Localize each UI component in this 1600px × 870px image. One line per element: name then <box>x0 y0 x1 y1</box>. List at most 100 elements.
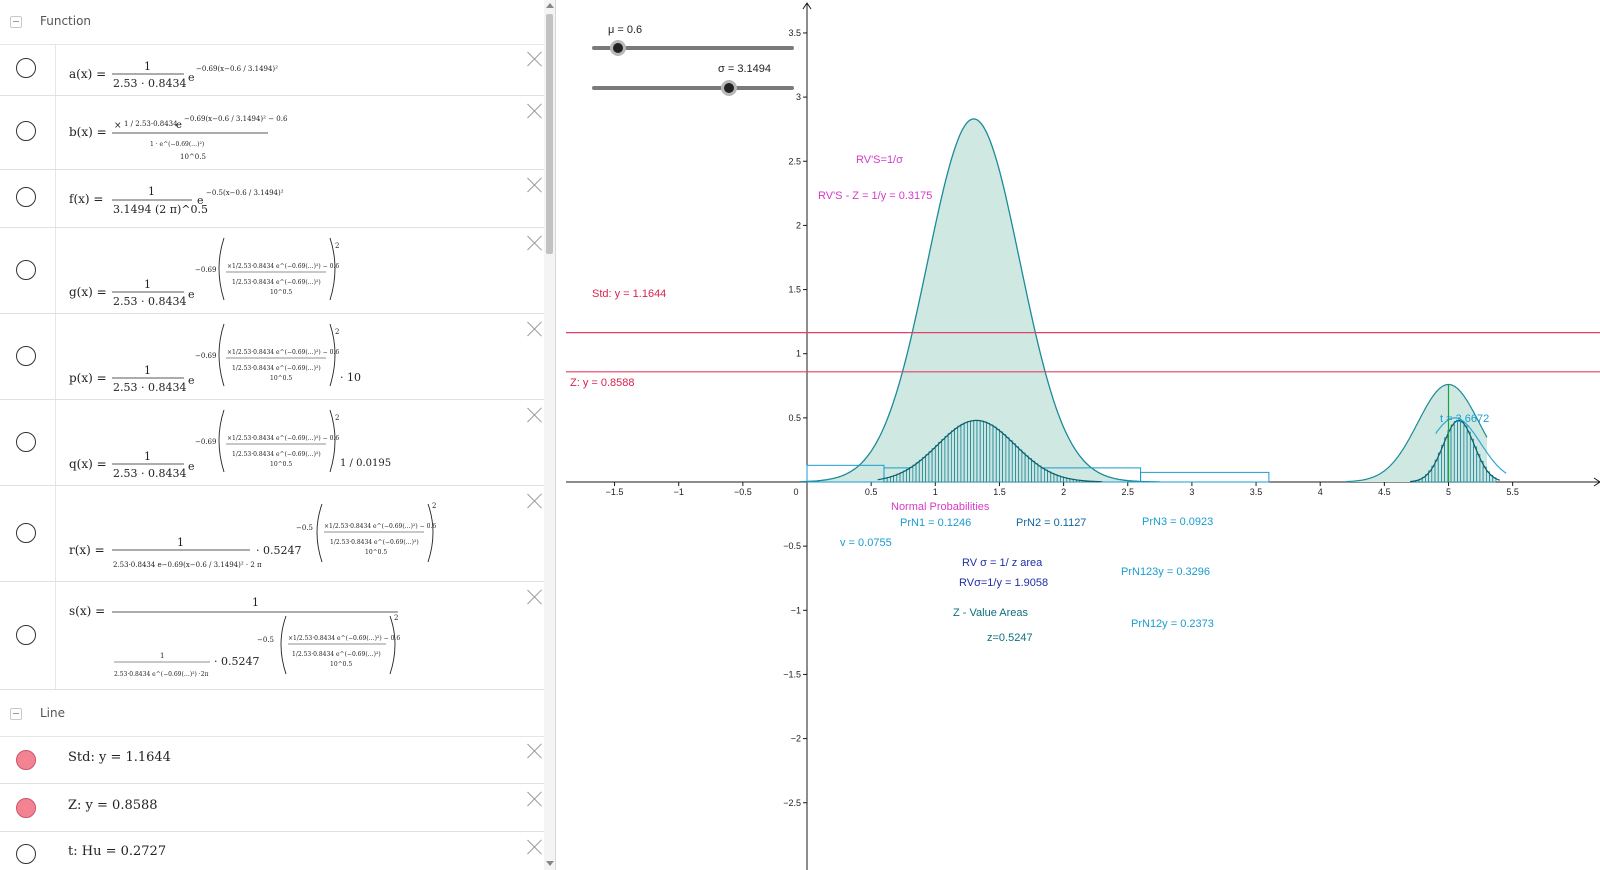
histogram-bar <box>1050 472 1055 483</box>
slider-sigma[interactable]: σ = 3.1494 <box>592 63 794 96</box>
small-normal-curve[interactable] <box>877 419 1103 483</box>
label-z[interactable]: Z: y = 0.8588 <box>570 377 635 389</box>
algebra-row-p[interactable]: p(x) = 1 2.53 · 0.8434 e −0.69 ×1/2.53·0… <box>0 314 555 400</box>
svg-text:1/2.53·0.8434 e^(−0.69(…)²): 1/2.53·0.8434 e^(−0.69(…)²) <box>330 539 419 546</box>
delete-icon[interactable] <box>526 838 544 856</box>
visibility-toggle[interactable] <box>16 750 36 770</box>
slider-mu[interactable]: μ = 0.6 <box>592 24 794 56</box>
histogram-bar <box>1027 458 1032 483</box>
svg-text:×1/2.53·0.8434 e^(−0.69(…)²) −: ×1/2.53·0.8434 e^(−0.69(…)²) − 0.6 <box>288 635 400 642</box>
algebra-row-z[interactable]: Z: y = 0.8588 <box>0 784 555 832</box>
right-shifted-curve[interactable] <box>1435 417 1507 474</box>
histogram-bar <box>1005 437 1010 483</box>
visibility-toggle[interactable] <box>16 121 36 141</box>
label-prn3[interactable]: PrN3 = 0.0923 <box>1142 516 1213 528</box>
algebra-row-s[interactable]: s(x) = 1 1 2.53·0.8434 e^(−0.69(…)²) ·2π… <box>0 582 555 690</box>
x-tick-label: 5 <box>1446 487 1451 497</box>
histogram-bar <box>906 468 910 483</box>
histogram-bars-right[interactable] <box>1412 420 1497 483</box>
delete-icon[interactable] <box>526 588 544 606</box>
label-prn12y[interactable]: PrN12y = 0.2373 <box>1131 618 1214 630</box>
svg-text:10^0.5: 10^0.5 <box>270 375 292 382</box>
line-definition: Std: y = 1.1644 <box>68 750 171 765</box>
label-normal-probabilities[interactable]: Normal Probabilities <box>891 501 990 513</box>
svg-text:10^0.5: 10^0.5 <box>365 549 387 556</box>
label-z-value[interactable]: z=0.5247 <box>987 632 1033 644</box>
histogram-bar <box>902 470 907 483</box>
scroll-thumb[interactable] <box>546 14 553 254</box>
label-z-value-areas[interactable]: Z - Value Areas <box>953 607 1028 619</box>
big-normal-area[interactable] <box>807 118 1160 483</box>
delete-icon[interactable] <box>526 50 544 68</box>
slider-knob[interactable] <box>613 43 623 53</box>
visibility-toggle[interactable] <box>16 798 36 818</box>
y-tick-label: −2 <box>791 734 801 744</box>
algebra-row-g[interactable]: g(x) = 1 2.53 · 0.8434 e −0.69 ×1/2.53·0… <box>0 228 555 314</box>
y-tick-label: 1.5 <box>788 285 801 295</box>
label-prn2[interactable]: PrN2 = 0.1127 <box>1016 517 1086 529</box>
right-normal-curve[interactable] <box>1345 383 1488 483</box>
algebra-row-r[interactable]: r(x) = 1 2.53·0.8434 e−0.69(x−0.6 / 3.14… <box>0 486 555 582</box>
delete-icon[interactable] <box>526 102 544 120</box>
delete-icon[interactable] <box>526 790 544 808</box>
label-rvs-z[interactable]: RV'S - Z = 1/y = 0.3175 <box>818 190 932 202</box>
histogram-bar <box>944 436 949 483</box>
small-normal-curve-right[interactable] <box>1410 419 1500 483</box>
function-name: r(x) = <box>69 543 105 557</box>
svg-text:2: 2 <box>335 328 339 336</box>
algebra-row-t[interactable]: t: Hu = 0.2727 <box>0 832 555 870</box>
delete-icon[interactable] <box>526 320 544 338</box>
visibility-toggle[interactable] <box>16 187 36 207</box>
label-rv-sigma[interactable]: RV σ = 1/ z area <box>962 557 1043 569</box>
scroll-down-icon[interactable] <box>546 861 554 866</box>
slider-knob[interactable] <box>724 83 734 93</box>
svg-text:e: e <box>197 194 204 207</box>
histogram-bar <box>950 430 955 483</box>
row-divider <box>55 44 56 95</box>
visibility-toggle[interactable] <box>16 844 36 864</box>
visibility-toggle[interactable] <box>16 625 36 645</box>
algebra-row-std[interactable]: Std: y = 1.1644 <box>0 736 555 784</box>
visibility-toggle[interactable] <box>16 523 36 543</box>
delete-icon[interactable] <box>526 742 544 760</box>
graphics-view[interactable]: −1.5 −1 −0.5 0 0.5 1 1.5 2 2.5 3 3.5 4 4.5 5 5.5 0.5 1 1… <box>566 0 1600 870</box>
algebra-row-a[interactable]: a(x) = 1 2.53 · 0.8434 e −0.69(x−0.6 / 3… <box>0 44 555 96</box>
histogram-bar <box>1457 420 1462 483</box>
collapse-icon[interactable] <box>10 16 22 28</box>
label-t[interactable]: t = 3.6672 <box>1440 413 1489 425</box>
delete-icon[interactable] <box>526 492 544 510</box>
group-header-function[interactable]: Function <box>0 0 555 45</box>
visibility-toggle[interactable] <box>16 346 36 366</box>
delete-icon[interactable] <box>526 234 544 252</box>
label-rv-sigma-y[interactable]: RVσ=1/y = 1.9058 <box>959 577 1048 589</box>
big-normal-curve[interactable] <box>800 118 1160 483</box>
x-tick-label: 4.5 <box>1378 487 1391 497</box>
label-std[interactable]: Std: y = 1.1644 <box>592 288 666 300</box>
histogram-bar <box>922 457 927 483</box>
label-prn123y[interactable]: PrN123y = 0.3296 <box>1121 566 1210 578</box>
algebra-row-q[interactable]: q(x) = 1 2.53 · 0.8434 e −0.69 ×1/2.53·0… <box>0 400 555 486</box>
svg-text:1: 1 <box>144 278 151 291</box>
svg-text:e: e <box>188 374 195 387</box>
delete-icon[interactable] <box>526 406 544 424</box>
inner-fraction: 1 / 2.53·0.8434 <box>124 120 178 128</box>
label-rvs[interactable]: RV'S=1/σ <box>856 154 903 166</box>
histogram-bar <box>938 442 943 483</box>
algebra-row-f[interactable]: f(x) = 1 3.1494 (2 π)^0.5 e −0.5(x−0.6 /… <box>0 170 555 228</box>
histogram-bar <box>909 466 914 483</box>
scroll-up-icon[interactable] <box>546 3 554 8</box>
scrollbar[interactable] <box>544 0 555 870</box>
visibility-toggle[interactable] <box>16 58 36 78</box>
label-prn1[interactable]: PrN1 = 0.1246 <box>900 517 971 529</box>
histogram-bar <box>1463 425 1468 483</box>
label-v[interactable]: v = 0.0755 <box>840 537 892 549</box>
group-header-line[interactable]: Line <box>0 692 555 737</box>
collapse-icon[interactable] <box>10 708 22 720</box>
row-divider <box>55 314 56 399</box>
visibility-toggle[interactable] <box>16 260 36 280</box>
algebra-row-b[interactable]: b(x) = × 1 / 2.53·0.8434 e −0.69(x−0.6 /… <box>0 96 555 170</box>
visibility-toggle[interactable] <box>16 432 36 452</box>
y-tick-label: −1 <box>791 605 801 615</box>
delete-icon[interactable] <box>526 176 544 194</box>
group-title: Line <box>40 706 66 720</box>
